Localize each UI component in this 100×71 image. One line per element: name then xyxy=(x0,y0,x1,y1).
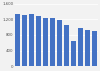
Bar xyxy=(71,41,76,66)
Bar xyxy=(22,15,27,66)
Bar xyxy=(64,25,69,66)
Bar xyxy=(43,18,48,66)
Bar xyxy=(29,14,34,66)
Bar xyxy=(57,20,62,66)
Bar xyxy=(92,31,97,66)
Bar xyxy=(50,18,55,66)
Bar xyxy=(78,28,83,66)
Bar xyxy=(15,14,20,66)
Bar xyxy=(85,30,90,66)
Bar xyxy=(36,16,41,66)
